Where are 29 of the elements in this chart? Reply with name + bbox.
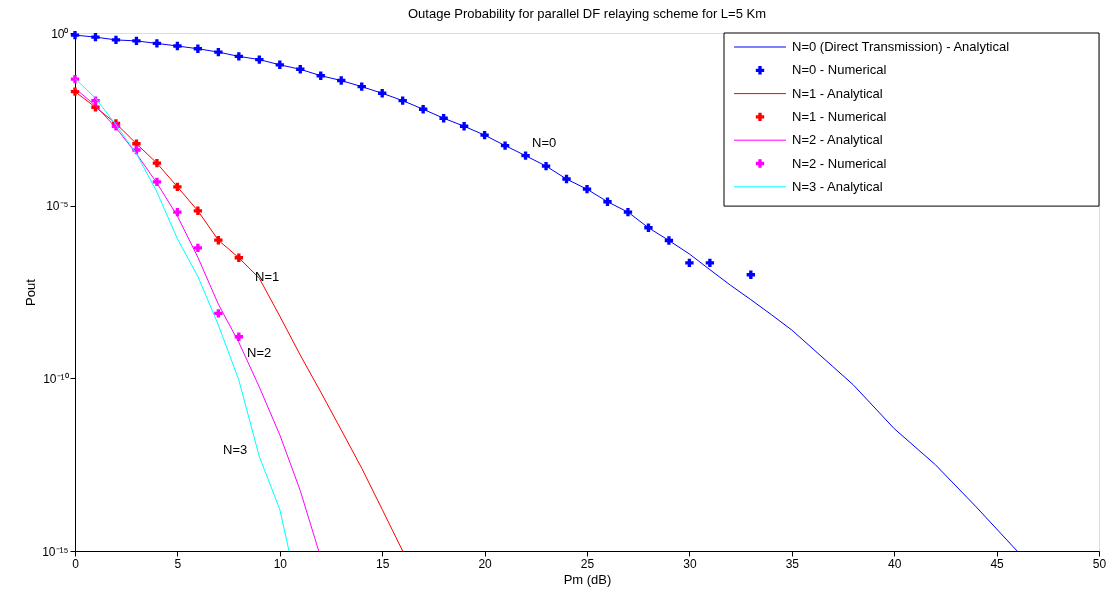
x-axis-title: Pm (dB) <box>563 571 612 587</box>
x-tick-label: 25 <box>580 556 595 571</box>
x-tick-label: 35 <box>785 556 800 571</box>
legend-label: N=0 (Direct Transmission) - Analytical <box>792 39 1010 54</box>
x-tick-label: 30 <box>683 556 697 571</box>
x-tick-label: 5 <box>174 556 182 571</box>
legend-label: N=1 - Analytical <box>792 85 883 101</box>
x-tick-label: 50 <box>1092 556 1107 571</box>
x-tick-label: 15 <box>376 556 390 571</box>
y-tick-label: 10⁰ <box>51 26 69 41</box>
legend-label: N=2 - Analytical <box>792 132 883 148</box>
x-tick-label: 0 <box>72 556 80 571</box>
x-tick-label: 10 <box>273 556 288 571</box>
y-axis-title: Pout <box>23 278 39 306</box>
legend-label: N=1 - Numerical <box>792 108 887 124</box>
legend-label: N=3 - Analytical <box>792 178 883 194</box>
y-tick-label: 10⁻⁵ <box>46 199 69 214</box>
annotation: N=1 <box>255 269 280 284</box>
x-tick-label: 40 <box>888 556 902 571</box>
y-tick-label: 10⁻¹⁵ <box>42 544 69 559</box>
annotation: N=0 <box>532 135 557 150</box>
legend-label: N=2 - Numerical <box>792 155 887 171</box>
x-tick-label: 20 <box>478 556 493 571</box>
annotation: N=2 <box>247 345 272 360</box>
x-tick-label: 45 <box>990 556 1005 571</box>
legend-label: N=0 - Numerical <box>792 62 887 78</box>
y-tick-label: 10⁻¹⁰ <box>43 371 69 386</box>
annotation: N=3 <box>223 442 248 457</box>
chart-title: Outage Probability for parallel DF relaying scheme for L=5 Km <box>407 6 767 21</box>
